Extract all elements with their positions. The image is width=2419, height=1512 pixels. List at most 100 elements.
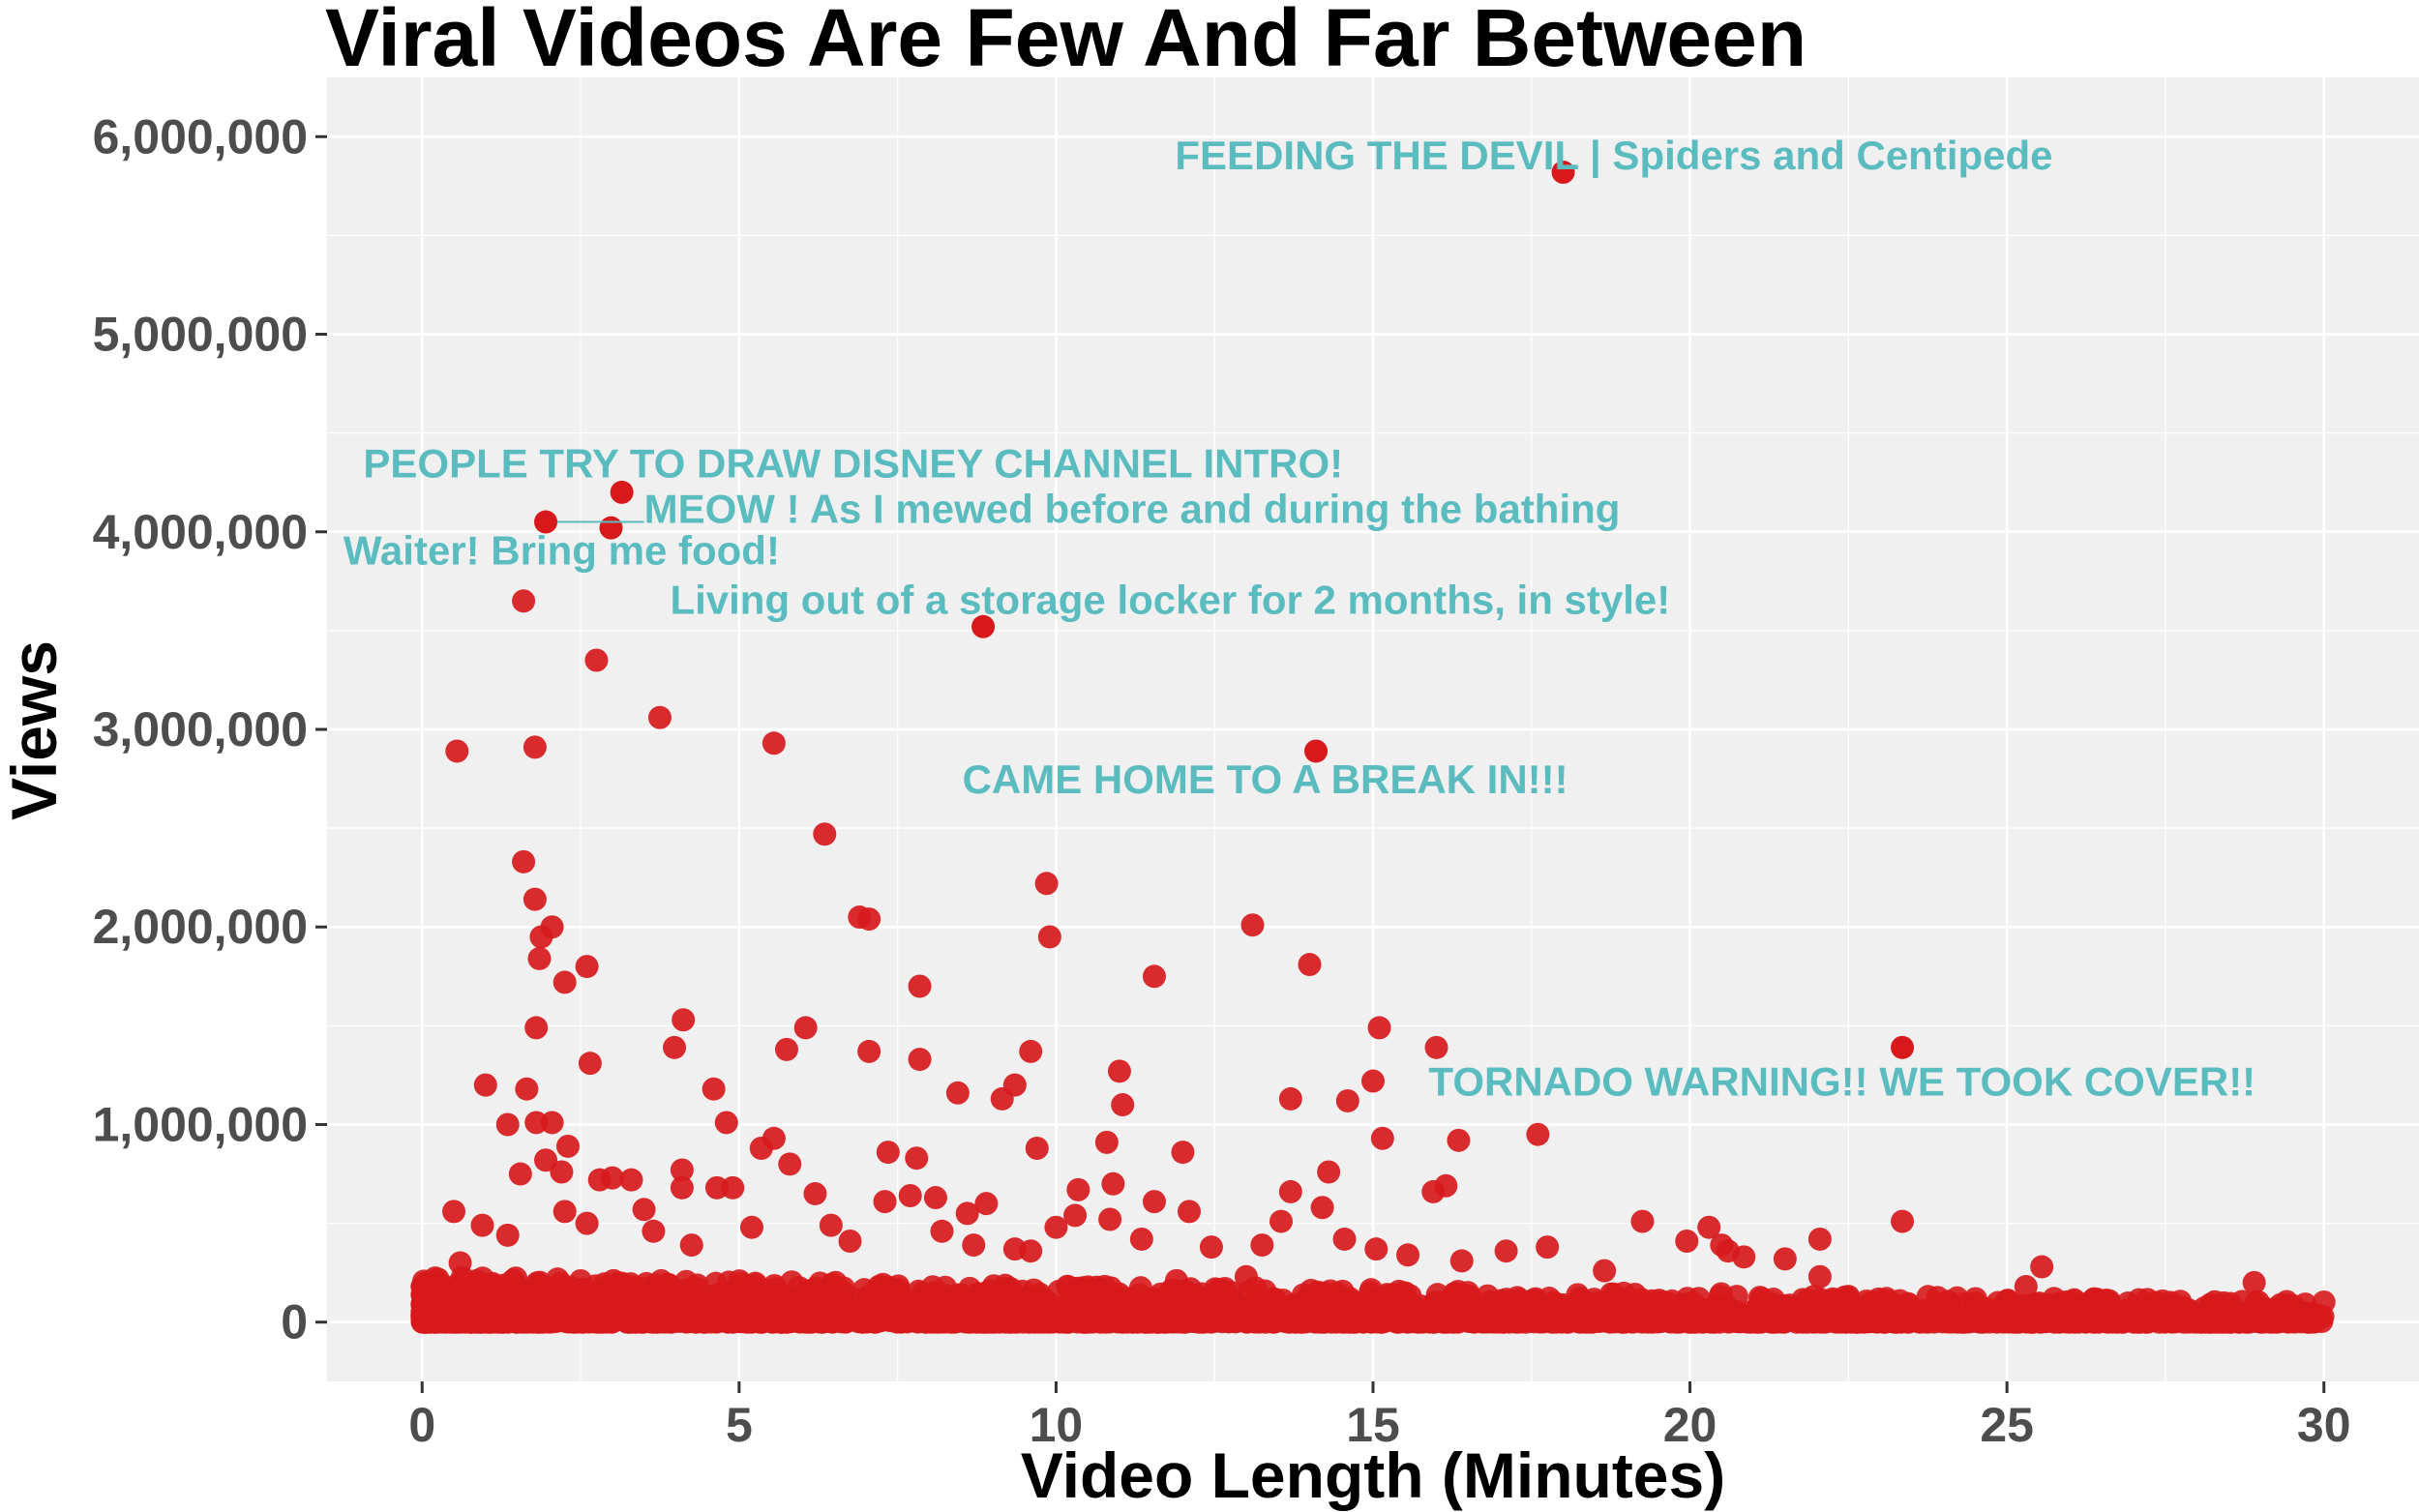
data-point [1164,1268,1188,1292]
data-point [632,1198,656,1222]
data-point [1441,1310,1465,1334]
data-point [552,1200,577,1224]
data-point [721,1175,745,1200]
data-point [2141,1293,2165,1318]
data-point [582,1308,607,1332]
data-point [1066,1177,1090,1201]
data-point [1002,1073,1027,1097]
data-point [602,1268,626,1292]
data-point [1180,1307,1205,1331]
data-point [854,1301,879,1325]
data-point [882,1296,907,1320]
data-point [1330,1279,1355,1303]
data-point [819,1213,843,1237]
data-point [1094,1130,1119,1154]
x-tick-label: 25 [1980,1398,2034,1452]
x-tick-label: 20 [1663,1398,1717,1452]
x-tick-label: 10 [1030,1398,1084,1452]
x-axis-title: Video Length (Minutes) [1021,1439,1725,1511]
data-point [1142,964,1166,989]
annotated-point [1891,1035,1915,1059]
data-point [1716,1308,1740,1332]
data-point [1938,1291,1962,1316]
data-point [1049,1310,1073,1334]
data-point [972,1310,997,1334]
data-point [1063,1203,1088,1228]
data-point [762,731,786,756]
data-point [1019,1039,1043,1063]
data-point [1044,1215,1068,1239]
data-point [512,589,536,613]
data-point [1332,1227,1357,1251]
data-point [1630,1209,1655,1233]
data-point [1114,1305,1138,1329]
data-point [2282,1308,2306,1332]
data-point [587,1168,612,1192]
data-point [2030,1255,2054,1279]
data-point [679,1233,703,1258]
data-point [685,1288,709,1312]
data-point [1456,1296,1480,1320]
data-point [770,1310,794,1334]
data-point [647,705,672,729]
data-point [665,1309,689,1333]
data-point [1447,1128,1471,1152]
data-point [876,1141,900,1165]
data-point [732,1310,757,1334]
data-point [1990,1300,2015,1324]
data-point [1107,1059,1131,1083]
data-point [663,1035,687,1059]
data-point [1037,925,1061,949]
data-point [805,1306,829,1330]
data-point [1220,1298,1244,1322]
data-point [549,1278,573,1302]
data-point [1527,1310,1551,1334]
data-point [1963,1287,1987,1311]
data-point [923,1186,947,1210]
data-point [642,1219,666,1243]
data-point [649,1268,673,1292]
y-tick-label: 3,000,000 [93,702,308,756]
data-point [1494,1239,1518,1263]
annotated-point [610,480,634,504]
data-point [1807,1227,1832,1251]
data-point [974,1192,999,1216]
data-point [508,1162,532,1186]
data-point [2075,1298,2099,1322]
y-tick-label: 2,000,000 [93,900,308,954]
data-point [829,1308,853,1332]
data-point [1612,1281,1636,1305]
data-point [955,1201,979,1226]
data-point [670,1158,694,1182]
data-point [1171,1141,1195,1165]
data-point [512,1305,536,1329]
data-point [2094,1288,2118,1312]
data-point [495,1223,520,1247]
data-point [531,1304,555,1328]
data-point [1536,1235,1560,1260]
data-point [1199,1235,1223,1260]
data-point [1247,1287,1271,1311]
data-point [1200,1310,1224,1334]
annotated-point [1551,161,1575,185]
data-point [1128,1276,1152,1300]
data-point [1675,1229,1699,1253]
annotation-label: CAME HOME TO A BREAK IN!!! [963,756,1568,802]
data-point [857,907,881,932]
data-point [898,1184,922,1208]
data-point [1240,913,1265,937]
data-point [1770,1310,1794,1334]
data-point [621,1310,645,1334]
data-point [704,1310,729,1334]
data-point [1732,1245,1756,1269]
data-point [877,1275,901,1299]
data-point [1094,1298,1119,1322]
annotation-label: TORNADO WARNING!! WE TOOK COVER!! [1428,1059,2255,1105]
data-point [473,1073,497,1097]
data-point [1250,1233,1274,1258]
data-point [1367,1016,1391,1040]
data-point [1269,1209,1294,1233]
data-point [838,1229,862,1253]
data-point [2105,1305,2129,1329]
data-point [2164,1310,2188,1334]
